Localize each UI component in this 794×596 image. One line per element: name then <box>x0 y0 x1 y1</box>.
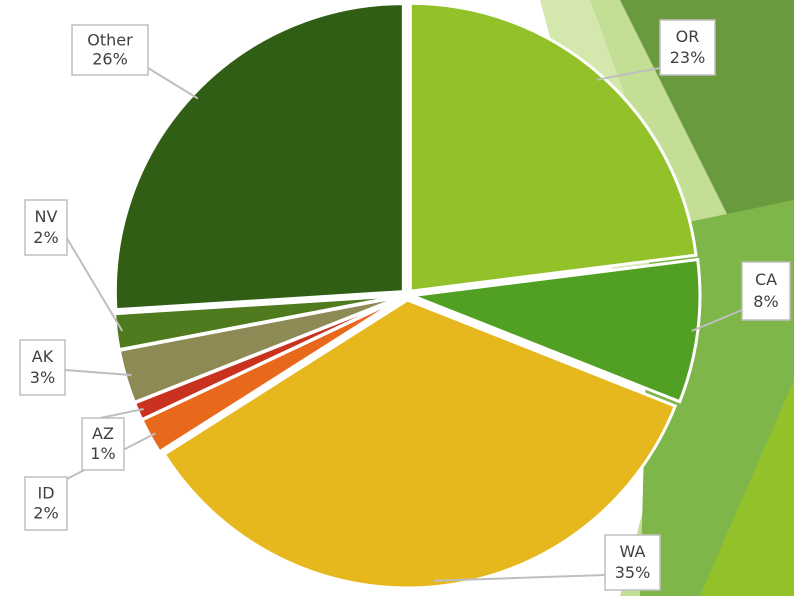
label-value: 3% <box>30 368 55 387</box>
label-value: 2% <box>33 504 58 523</box>
label-box <box>604 534 661 591</box>
leader-line <box>691 309 743 332</box>
label-value: 35% <box>615 563 651 582</box>
label-category: AZ <box>92 424 114 443</box>
label-value: 8% <box>753 292 778 311</box>
leader-line <box>99 408 144 419</box>
pie-slice <box>411 257 702 404</box>
pie-slice <box>113 2 405 312</box>
label-box <box>741 261 791 321</box>
label-box <box>24 476 68 531</box>
pie-slice <box>162 298 678 590</box>
label-category: OR <box>676 27 700 46</box>
label-box <box>24 199 68 256</box>
leader-line <box>433 574 606 582</box>
label-category: CA <box>755 270 777 289</box>
label-category: AK <box>32 347 54 366</box>
pie-slice <box>113 294 403 352</box>
label-category: WA <box>620 542 646 561</box>
label-category: ID <box>37 483 54 502</box>
label-value: 23% <box>670 48 706 67</box>
label-box <box>659 19 716 76</box>
label-category: Other <box>87 31 133 50</box>
pie <box>113 1 702 590</box>
leader-line <box>596 67 661 81</box>
leader-line <box>147 67 199 100</box>
pie-slice <box>408 1 698 293</box>
label-value: 1% <box>90 444 115 463</box>
background-shape <box>700 380 794 596</box>
leader-line <box>64 369 132 377</box>
label-box <box>71 24 149 76</box>
label-box <box>19 339 66 396</box>
leader-line <box>64 234 124 332</box>
label-category: NV <box>35 207 58 226</box>
label-value: 2% <box>33 228 58 247</box>
label-value: 26% <box>92 50 128 69</box>
label-box <box>81 417 125 471</box>
